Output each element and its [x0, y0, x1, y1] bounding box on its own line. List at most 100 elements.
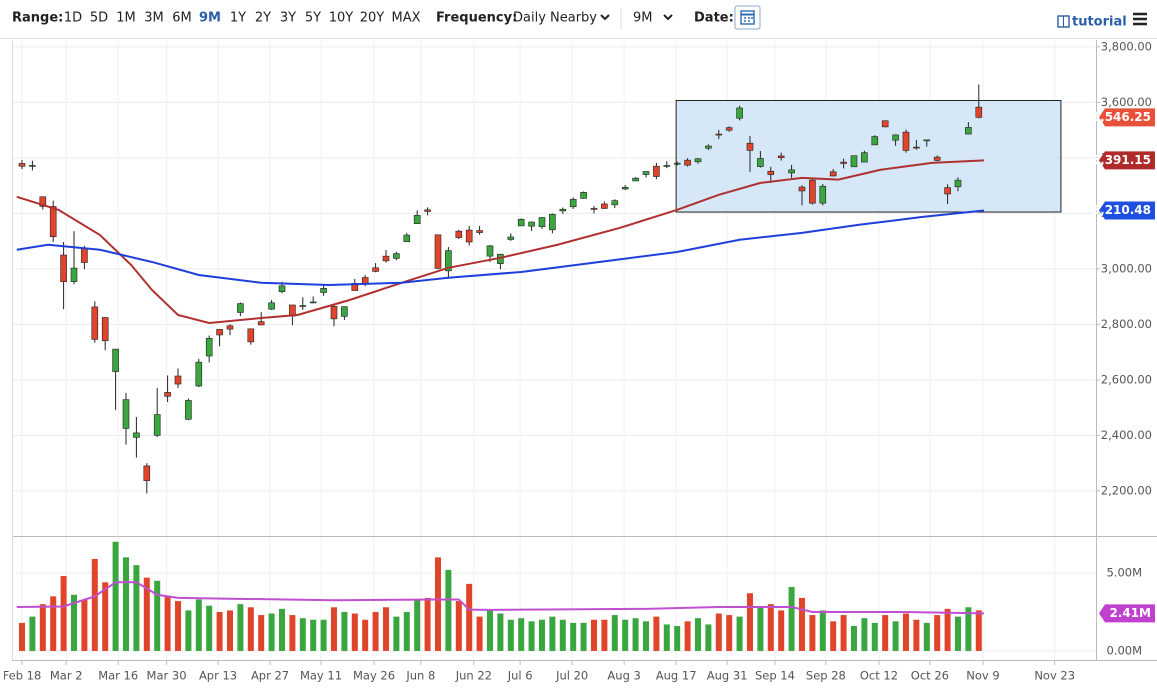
range-button[interactable]: 20Y	[360, 11, 385, 26]
candle-body	[143, 465, 151, 481]
moving-average-line	[16, 159, 985, 325]
period-chevron[interactable]	[663, 14, 673, 21]
range-button[interactable]: 1D	[64, 11, 82, 26]
x-axis: Feb 18 Mar 2 Mar 16 Mar 30 Apr 13 Apr 27 May 1…	[4, 669, 1075, 683]
volume-bar	[746, 593, 753, 651]
calendar-button[interactable]	[734, 5, 761, 30]
range-button[interactable]: 9M	[199, 11, 221, 26]
volume-bar	[39, 604, 46, 651]
volume-bar	[112, 541, 119, 651]
volume-bar	[445, 569, 452, 651]
last-value-label: 3,546.25	[1092, 110, 1151, 124]
range-button[interactable]: MAX	[391, 11, 420, 26]
range-button[interactable]: 6M	[172, 11, 192, 26]
candle-body	[101, 317, 109, 342]
range-box	[675, 99, 1062, 213]
tutorial-link[interactable]: tutorial	[1072, 15, 1127, 30]
volume-bar	[819, 610, 826, 651]
volume-bar	[861, 618, 868, 651]
volume-bar	[694, 618, 701, 651]
range-button[interactable]: 3M	[144, 11, 164, 26]
volume-bar	[757, 607, 764, 651]
candle-body	[49, 206, 57, 238]
candle-body	[538, 217, 546, 228]
frequency-chevron[interactable]	[600, 14, 610, 21]
candle-body	[684, 159, 691, 166]
x-tick-label: Mar 16	[98, 669, 138, 683]
candle-body	[913, 146, 920, 149]
volume-bar	[81, 599, 88, 651]
x-tick-label: Jul 20	[555, 669, 588, 683]
candle-body	[673, 162, 681, 165]
candle-body	[517, 218, 525, 227]
x-tick-label: Mar 2	[50, 669, 83, 683]
candle-body	[393, 253, 400, 259]
candle-body	[81, 247, 88, 263]
candle-body	[705, 145, 712, 149]
last-value-label: 3,210.48	[1092, 203, 1151, 217]
volume-bar	[590, 619, 597, 651]
y-tick-label: 2,800.00	[1101, 317, 1152, 331]
candle-body	[528, 221, 535, 227]
candle-body	[632, 177, 639, 182]
range-button[interactable]: 1M	[116, 11, 136, 26]
candle-body	[455, 230, 463, 238]
volume-bar	[60, 576, 67, 651]
candle-body	[965, 127, 972, 135]
candle-body	[361, 277, 369, 284]
volume-bar	[663, 624, 670, 651]
candle-body	[736, 107, 743, 119]
candle-body	[944, 187, 951, 195]
menu-button[interactable]	[1133, 12, 1147, 26]
candle-body	[798, 186, 806, 192]
candle-body	[850, 155, 858, 168]
volume-bar	[154, 580, 161, 651]
candle-body	[112, 348, 119, 372]
candle-body	[60, 254, 67, 282]
volume-bar	[91, 558, 98, 651]
candle-body	[642, 171, 650, 175]
volume-bar	[965, 607, 972, 651]
frequency-label: Frequency:	[436, 11, 517, 26]
volume-bar	[258, 615, 265, 651]
range-button[interactable]: 5Y	[305, 11, 321, 26]
candle-body	[174, 375, 182, 385]
volume-bar	[882, 615, 889, 651]
volume-bar	[455, 601, 462, 651]
x-tick-label: Oct 26	[911, 669, 949, 683]
x-tick-label: Apr 27	[251, 669, 289, 683]
candle-body	[39, 196, 47, 207]
last-value-label-box	[1099, 108, 1155, 127]
x-tick-label: Aug 3	[607, 669, 640, 683]
range-button[interactable]: 10Y	[329, 11, 354, 26]
candle-body	[871, 136, 879, 146]
volume-bar	[237, 604, 244, 651]
volume-bar	[892, 621, 899, 651]
volume-bar	[164, 596, 171, 651]
range-button[interactable]: 1Y	[230, 11, 246, 26]
toolbar: Range: Frequency: Daily Nearby 9M Date: …	[12, 5, 1147, 30]
period-select[interactable]: 9M	[633, 11, 653, 26]
candle-body	[767, 170, 775, 175]
candle-body	[309, 301, 317, 304]
volume-bar	[538, 619, 545, 651]
candle-body	[465, 229, 473, 243]
candle-body	[549, 213, 556, 231]
volume-bar	[632, 618, 639, 651]
range-button[interactable]: 2Y	[255, 11, 271, 26]
range-button[interactable]: 3Y	[280, 11, 296, 26]
range-button[interactable]: 5D	[90, 11, 108, 26]
candle-body	[403, 234, 411, 243]
volume-bar	[788, 586, 795, 651]
candle-body	[923, 139, 931, 142]
tutorial-button[interactable]: tutorial	[1057, 15, 1127, 30]
volume-bar	[174, 601, 181, 651]
volume-bar	[299, 618, 306, 651]
frequency-select[interactable]: Daily Nearby	[513, 11, 597, 26]
volume-bar	[247, 607, 254, 651]
volume-bar	[642, 621, 649, 651]
volume-bar	[944, 608, 951, 651]
volume-bar	[518, 618, 525, 651]
volume-bar	[684, 621, 691, 651]
volume-bar	[466, 583, 473, 651]
